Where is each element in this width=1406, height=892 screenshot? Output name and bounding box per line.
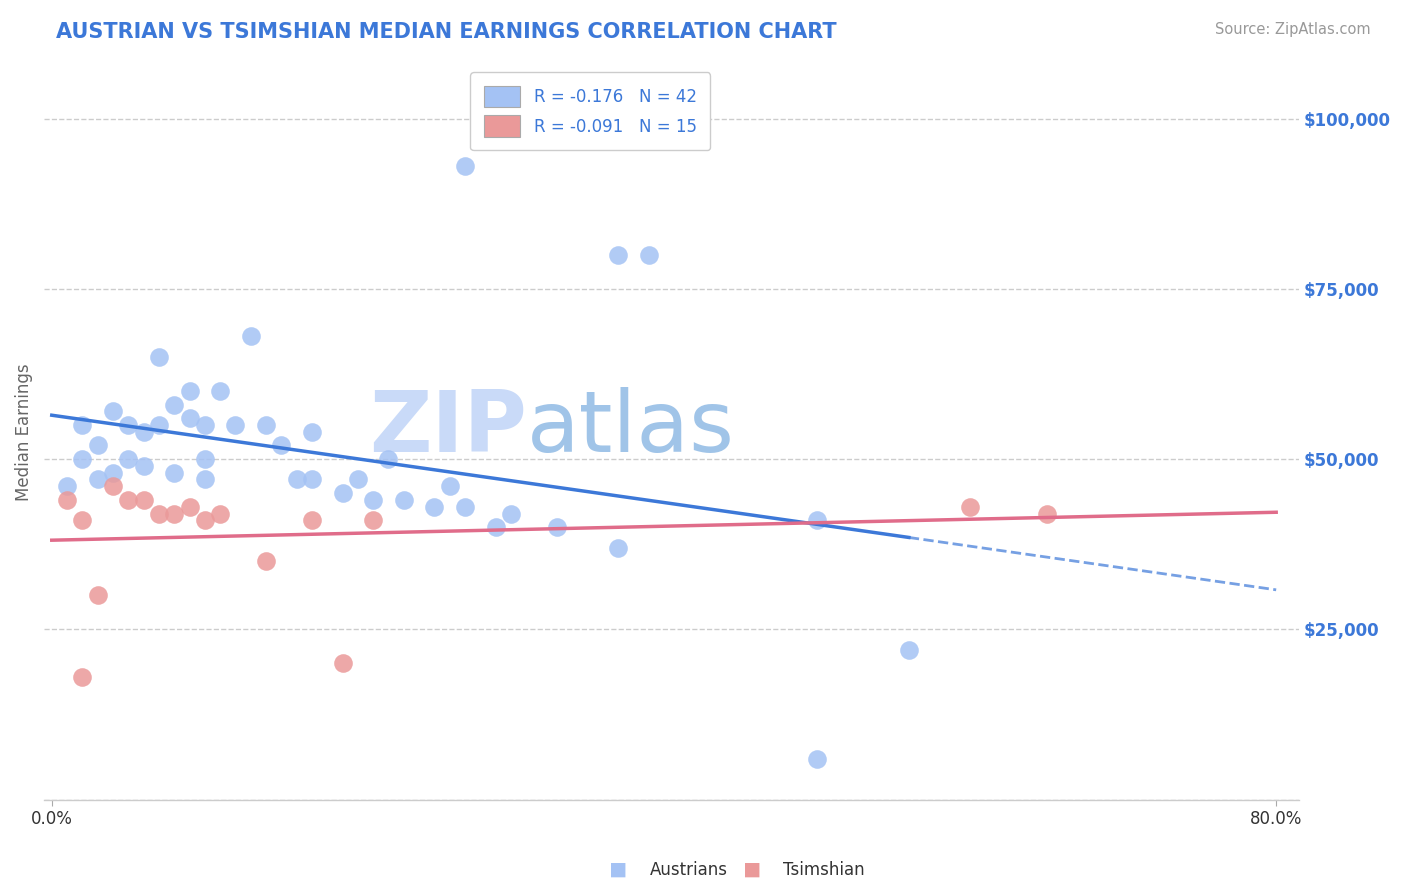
Point: [239, 329, 262, 343]
Point: [607, 541, 630, 555]
Point: [301, 425, 323, 439]
Point: [485, 520, 508, 534]
Point: [454, 159, 477, 173]
Point: [361, 513, 384, 527]
Legend: R = -0.176   N = 42, R = -0.091   N = 15: R = -0.176 N = 42, R = -0.091 N = 15: [470, 72, 710, 150]
Point: [148, 417, 170, 432]
Point: [194, 473, 217, 487]
Point: [332, 657, 354, 671]
Point: [101, 466, 124, 480]
Point: [377, 452, 399, 467]
Point: [209, 384, 232, 398]
Point: [117, 417, 139, 432]
Text: ◼: ◼: [742, 860, 762, 880]
Text: atlas: atlas: [527, 386, 735, 469]
Text: Tsimshian: Tsimshian: [783, 861, 865, 879]
Point: [132, 492, 155, 507]
Point: [637, 248, 659, 262]
Point: [179, 411, 201, 425]
Point: [392, 492, 415, 507]
Text: ZIP: ZIP: [370, 386, 527, 469]
Y-axis label: Median Earnings: Median Earnings: [15, 363, 32, 500]
Point: [546, 520, 568, 534]
Point: [148, 350, 170, 364]
Point: [117, 452, 139, 467]
Point: [897, 642, 920, 657]
Point: [301, 473, 323, 487]
Point: [499, 507, 522, 521]
Text: Austrians: Austrians: [650, 861, 727, 879]
Point: [347, 473, 370, 487]
Point: [163, 398, 186, 412]
Point: [72, 670, 94, 684]
Point: [179, 384, 201, 398]
Point: [194, 417, 217, 432]
Point: [209, 507, 232, 521]
Point: [72, 452, 94, 467]
Point: [1035, 507, 1057, 521]
Text: AUSTRIAN VS TSIMSHIAN MEDIAN EARNINGS CORRELATION CHART: AUSTRIAN VS TSIMSHIAN MEDIAN EARNINGS CO…: [56, 22, 837, 42]
Point: [56, 479, 79, 493]
Point: [72, 513, 94, 527]
Point: [163, 507, 186, 521]
Point: [179, 500, 201, 514]
Point: [72, 417, 94, 432]
Point: [194, 513, 217, 527]
Text: Source: ZipAtlas.com: Source: ZipAtlas.com: [1215, 22, 1371, 37]
Point: [361, 492, 384, 507]
Point: [56, 492, 79, 507]
Point: [301, 513, 323, 527]
Point: [117, 492, 139, 507]
Point: [86, 588, 108, 602]
Point: [285, 473, 308, 487]
Point: [86, 473, 108, 487]
Point: [224, 417, 246, 432]
Point: [132, 425, 155, 439]
Point: [607, 248, 630, 262]
Point: [148, 507, 170, 521]
Point: [163, 466, 186, 480]
Point: [132, 458, 155, 473]
Point: [254, 554, 277, 568]
Point: [194, 452, 217, 467]
Point: [806, 752, 828, 766]
Point: [423, 500, 446, 514]
Point: [254, 417, 277, 432]
Point: [86, 438, 108, 452]
Point: [101, 479, 124, 493]
Text: ◼: ◼: [609, 860, 628, 880]
Point: [806, 513, 828, 527]
Point: [959, 500, 981, 514]
Point: [101, 404, 124, 418]
Point: [332, 486, 354, 500]
Point: [439, 479, 461, 493]
Point: [270, 438, 292, 452]
Point: [454, 500, 477, 514]
